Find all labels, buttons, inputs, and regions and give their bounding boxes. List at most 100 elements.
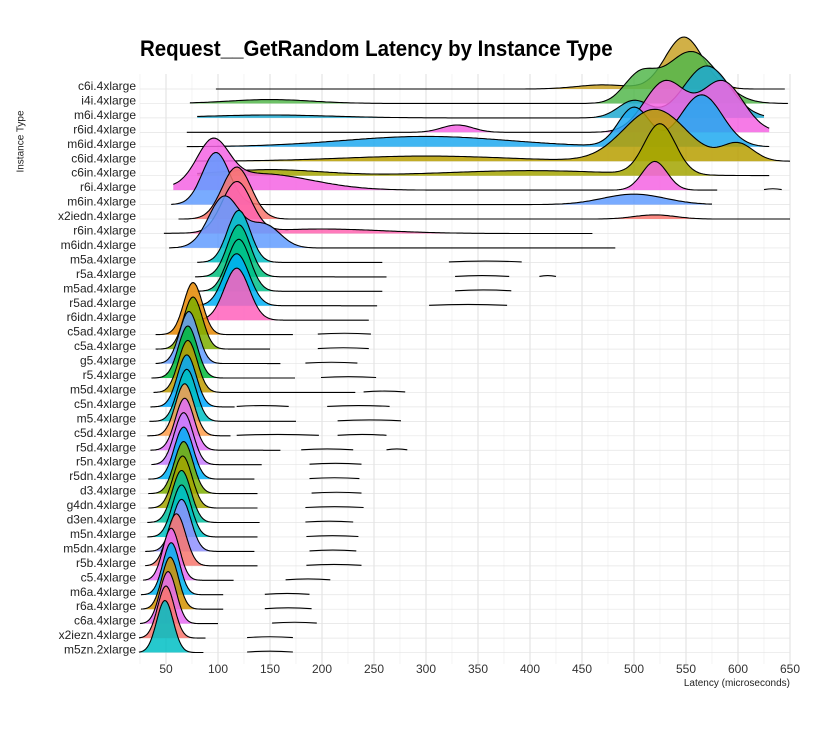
y-tick-label: m5dn.4xlarge — [63, 541, 136, 555]
grid — [139, 74, 791, 664]
ridge-fill — [139, 600, 204, 653]
ridge-segment — [247, 650, 293, 653]
ridge-line — [155, 282, 293, 336]
y-tick-label: d3.4xlarge — [80, 484, 136, 498]
ridge-line — [141, 542, 224, 596]
ridge-segment — [327, 405, 390, 407]
ridge-line — [151, 412, 262, 466]
y-tick-label: r6a.4xlarge — [76, 599, 136, 613]
y-tick-label: x2iezn.4xlarge — [59, 628, 137, 642]
ridge-segment — [311, 491, 362, 494]
ridge-segment — [309, 549, 357, 552]
ridge-segment — [264, 592, 310, 595]
ridge-line — [150, 354, 235, 408]
y-tick-labels: c6i.4xlargei4i.4xlargem6i.4xlarger6id.4x… — [58, 79, 136, 657]
ridge-fill — [189, 51, 788, 104]
y-tick-label: r6in.4xlarge — [73, 224, 136, 238]
ridge-line — [140, 571, 218, 625]
y-tick-label: c5a.4xlarge — [74, 339, 136, 353]
ridge-segment — [763, 188, 782, 191]
ridge-segment — [247, 636, 293, 639]
x-tick-label: 600 — [728, 662, 748, 676]
y-tick-label: r5.4xlarge — [83, 368, 137, 382]
y-tick-label: m5ad.4xlarge — [63, 281, 136, 295]
x-tick-labels: 50 100 150 200 250 300 350 400 450 500 550 600 650 — [159, 662, 800, 676]
x-tick-label: 550 — [676, 662, 696, 676]
ridge-line — [138, 599, 204, 654]
y-tick-label: m5n.4xlarge — [70, 527, 136, 541]
ridge-segment — [539, 275, 557, 277]
ridge-line — [153, 339, 356, 393]
y-tick-label: c5d.4xlarge — [74, 426, 136, 440]
ridge-segment — [448, 260, 522, 263]
x-axis-label: Latency (microseconds) — [683, 678, 790, 689]
ridge-line — [141, 556, 224, 610]
ridges — [138, 36, 791, 654]
ridge-line — [173, 137, 718, 191]
y-tick-label: g5.4xlarge — [80, 354, 136, 368]
y-tick-label: x2iedn.4xlarge — [58, 209, 136, 223]
y-tick-label: m6id.4xlarge — [67, 137, 136, 151]
ridge-line — [197, 238, 383, 292]
ridge-segment — [317, 332, 371, 335]
y-tick-label: r5a.4xlarge — [76, 267, 136, 281]
ridge-fill — [197, 123, 770, 176]
ridge-line — [197, 209, 383, 263]
ridge-line — [148, 455, 258, 509]
ridge-line — [178, 166, 790, 220]
ridge-segment — [363, 390, 406, 393]
ridge-segment — [337, 419, 402, 422]
y-tick-label: m6i.4xlarge — [74, 108, 136, 122]
y-tick-label: r5d.4xlarge — [76, 440, 136, 454]
ridge-fill — [195, 268, 369, 321]
x-tick-label: 50 — [159, 662, 173, 676]
x-tick-label: 300 — [416, 662, 436, 676]
y-tick-label: c6id.4xlarge — [71, 151, 136, 165]
ridge-line — [139, 585, 206, 639]
ridge-segment — [272, 621, 317, 624]
ridge-line — [171, 152, 712, 206]
ridge-line — [155, 311, 281, 365]
ridge-segment — [306, 563, 362, 566]
y-tick-label: r5b.4xlarge — [76, 556, 136, 570]
ridge-segment — [305, 361, 358, 364]
ridge-line — [195, 224, 387, 278]
y-tick-label: r6idn.4xlarge — [67, 310, 137, 324]
y-tick-label: m6idn.4xlarge — [61, 238, 137, 252]
ridge-line — [195, 253, 378, 307]
ridge-segment — [317, 347, 369, 350]
ridge-line — [150, 397, 281, 451]
y-tick-label: c6a.4xlarge — [74, 614, 136, 628]
y-tick-label: c6i.4xlarge — [78, 79, 136, 93]
y-tick-label: r5dn.4xlarge — [69, 469, 136, 483]
ridge-segment — [320, 376, 377, 379]
x-tick-label: 200 — [312, 662, 332, 676]
y-tick-label: r6id.4xlarge — [73, 122, 136, 136]
ridge-segment — [285, 578, 331, 581]
ridge-segment — [306, 535, 359, 538]
ridge-segment — [429, 303, 508, 306]
x-tick-label: 250 — [364, 662, 384, 676]
ridge-line — [149, 368, 296, 422]
x-tick-label: 500 — [624, 662, 644, 676]
y-tick-label: c5.4xlarge — [81, 570, 137, 584]
ridge-line — [143, 527, 234, 581]
ridge-segment — [455, 275, 510, 277]
y-tick-label: c5n.4xlarge — [74, 397, 136, 411]
ridge-line — [195, 267, 369, 321]
ridge-segment — [455, 289, 512, 292]
ridge-line — [148, 441, 258, 495]
y-tick-label: m5.4xlarge — [77, 411, 137, 425]
y-tick-label: r5ad.4xlarge — [69, 296, 136, 310]
y-tick-label: r6i.4xlarge — [80, 180, 136, 194]
ridge-segment — [301, 448, 354, 451]
ridge-line — [147, 383, 231, 437]
y-tick-label: g4dn.4xlarge — [67, 498, 137, 512]
y-tick-label: c6in.4xlarge — [71, 166, 136, 180]
ridge-line — [186, 79, 770, 133]
chart-title: Request__GetRandom Latency by Instance T… — [140, 36, 613, 61]
x-tick-label: 450 — [572, 662, 592, 676]
ridge-segment — [236, 405, 289, 407]
ridge-line — [189, 50, 788, 104]
